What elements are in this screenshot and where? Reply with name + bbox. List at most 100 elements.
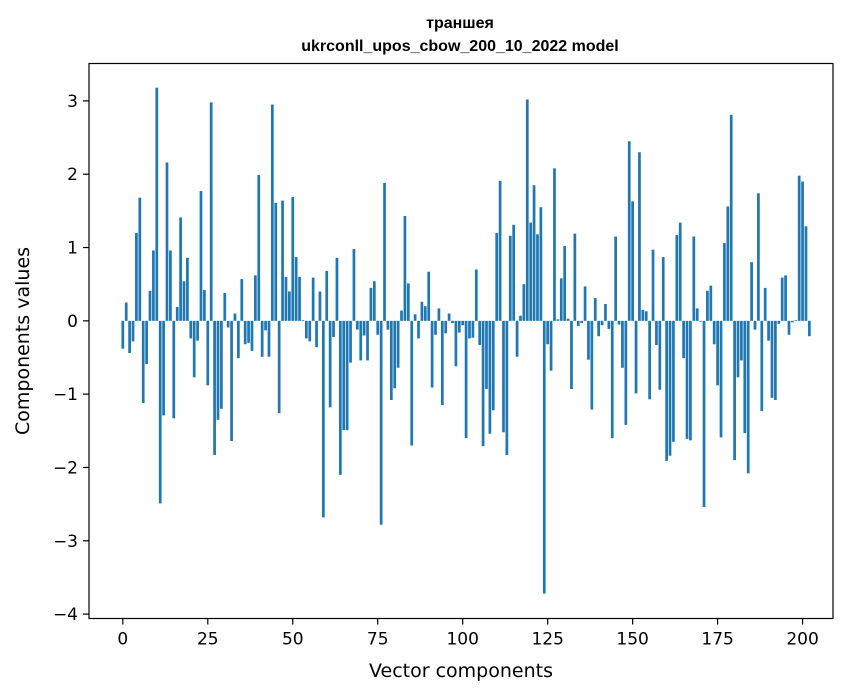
bar [621, 320, 624, 368]
bar [685, 320, 689, 439]
bar [454, 320, 458, 367]
bar [502, 320, 505, 433]
x-tick-label: 100 [446, 630, 478, 650]
y-tick-label: 0 [67, 312, 78, 332]
bar [767, 320, 770, 341]
bar [148, 290, 152, 321]
bar [485, 320, 488, 390]
bar [627, 141, 631, 321]
x-axis-ticks: 0 25 50 75 100 125 150 175 200 [117, 618, 819, 650]
bar [726, 206, 730, 321]
bar [498, 180, 502, 321]
bar [573, 233, 577, 321]
bar [186, 257, 189, 321]
bar [189, 320, 193, 339]
bar [196, 320, 199, 341]
bar [135, 232, 138, 321]
bar [522, 284, 526, 321]
bar [284, 276, 288, 321]
bar [216, 320, 220, 420]
bar [791, 320, 794, 323]
bar [580, 320, 584, 324]
x-tick-label: 25 [197, 630, 219, 650]
bar [264, 320, 267, 331]
bar [576, 320, 580, 326]
bar [763, 287, 767, 321]
bar [240, 279, 244, 321]
bar [689, 320, 692, 441]
bar [311, 277, 315, 321]
bar [165, 162, 169, 321]
bar [366, 320, 369, 361]
bar [750, 262, 753, 321]
bar [702, 320, 706, 508]
bar [383, 183, 386, 321]
bar [614, 236, 618, 321]
bar [254, 275, 257, 321]
bar [233, 313, 237, 321]
bar [138, 197, 142, 321]
bar [430, 320, 434, 388]
bar [655, 320, 658, 346]
bar [369, 287, 373, 321]
bar [566, 318, 570, 321]
bar [389, 320, 393, 401]
bar [658, 320, 662, 390]
bar [271, 104, 274, 321]
bar [753, 320, 757, 330]
bar [784, 275, 787, 321]
bar [325, 270, 329, 321]
bar [536, 234, 539, 321]
bar [274, 202, 278, 321]
bar [706, 290, 709, 321]
bar [505, 320, 509, 456]
bar [206, 320, 210, 386]
bar [770, 320, 774, 398]
bar [440, 320, 444, 406]
bar [801, 181, 804, 321]
bar [546, 320, 550, 345]
bar [600, 320, 604, 326]
bar [318, 291, 322, 321]
bar [298, 276, 301, 321]
bar [733, 320, 736, 461]
bar [757, 193, 760, 321]
y-axis-ticks: −4 −3 −2 −1 0 1 2 3 [53, 92, 89, 625]
bar [559, 278, 563, 321]
bar [716, 320, 719, 386]
bar [145, 320, 148, 365]
bar [729, 114, 733, 321]
bar [175, 306, 179, 321]
bar [257, 174, 261, 321]
bar [447, 313, 451, 321]
bar [631, 201, 634, 321]
bar [668, 320, 672, 456]
bar [281, 200, 284, 321]
bar [158, 320, 162, 504]
bar [338, 320, 342, 475]
bar [393, 320, 397, 389]
x-tick-label: 200 [786, 630, 818, 650]
bar [434, 320, 437, 335]
bar [223, 292, 227, 321]
bar [709, 285, 713, 321]
bar [519, 315, 522, 321]
bar [294, 257, 298, 321]
bar [641, 309, 645, 321]
y-axis-label: Components values [12, 247, 34, 435]
bar [213, 320, 216, 456]
bar [570, 320, 573, 390]
bar [352, 248, 356, 321]
bar [610, 320, 614, 439]
y-tick-label: −4 [53, 605, 78, 625]
bar [464, 320, 468, 439]
bar [321, 320, 325, 518]
bar [379, 320, 383, 525]
bar [760, 320, 764, 412]
bar [638, 152, 641, 321]
bar [692, 236, 696, 321]
bar [243, 320, 247, 345]
bar [308, 320, 312, 342]
bar [495, 232, 499, 321]
